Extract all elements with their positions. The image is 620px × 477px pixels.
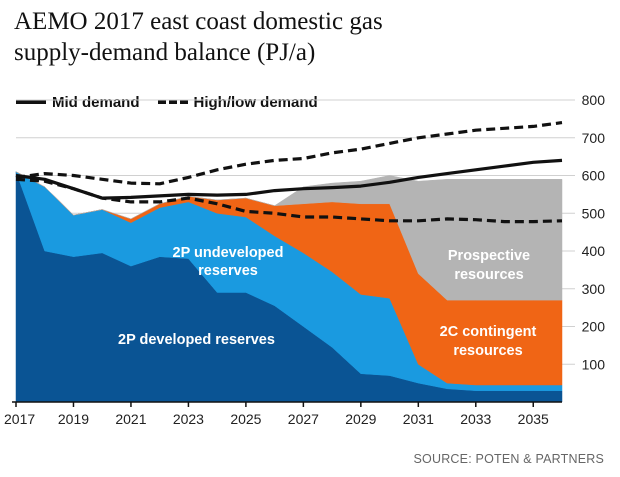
- chart-title-line-1: AEMO 2017 east coast domestic gas: [14, 8, 383, 35]
- label-2c-contingent-2: resources: [453, 343, 522, 359]
- demand-lines: [15, 121, 563, 224]
- legend-item-mid-demand: Mid demand: [16, 94, 140, 111]
- y-tick-label-500: 500: [582, 205, 606, 221]
- line-mid-demand: [15, 158, 563, 200]
- x-tick-label-2019: 2019: [58, 411, 89, 427]
- legend-label-high-low-demand: High/low demand: [193, 93, 318, 111]
- x-tick-label-2031: 2031: [403, 411, 434, 427]
- label-2p-undeveloped-1: 2P undeveloped: [173, 245, 284, 261]
- y-tick-label-600: 600: [582, 168, 606, 184]
- y-tick-label-100: 100: [582, 356, 606, 372]
- legend: Mid demand High/low demand: [16, 92, 336, 112]
- label-2p-undeveloped-2: reserves: [198, 263, 258, 279]
- y-tick-label-300: 300: [582, 281, 606, 297]
- source-note: SOURCE: POTEN & PARTNERS: [413, 452, 604, 466]
- legend-item-high-low-demand: High/low demand: [157, 93, 318, 111]
- solid-line-swatch: [16, 100, 46, 104]
- x-tick-label-2017: 2017: [4, 411, 35, 427]
- x-tick-label-2035: 2035: [518, 411, 549, 427]
- area-labels: 2P developed reserves 2P undeveloped res…: [118, 245, 536, 359]
- y-tick-label-200: 200: [582, 319, 606, 335]
- axes: 2017 2019 2021 2023 2025 2027 2029 2031 2033 2035…: [4, 92, 605, 427]
- label-prospective-2: resources: [454, 267, 523, 283]
- x-tick-label-2027: 2027: [288, 411, 319, 427]
- x-tick-label-2025: 2025: [230, 411, 261, 427]
- legend-label-mid-demand: Mid demand: [52, 93, 140, 111]
- dashed-line-swatch: [157, 100, 188, 104]
- line-high-demand: [15, 121, 563, 186]
- x-tick-label-2021: 2021: [115, 411, 146, 427]
- x-tick-label-2033: 2033: [460, 411, 491, 427]
- label-prospective-1: Prospective: [448, 248, 530, 264]
- chart-title: AEMO 2017 east coast domestic gas supply…: [14, 6, 574, 68]
- chart-title-line-2: supply-demand balance (PJ/a): [14, 39, 316, 66]
- stacked-areas: [15, 171, 563, 403]
- y-tick-label-700: 700: [582, 130, 606, 146]
- x-tick-label-2023: 2023: [173, 411, 204, 427]
- area-prospective-resources: [15, 171, 563, 301]
- y-tick-label-800: 800: [582, 92, 606, 108]
- label-2c-contingent-1: 2C contingent: [440, 324, 537, 340]
- x-tick-label-2029: 2029: [345, 411, 376, 427]
- label-2p-developed: 2P developed reserves: [118, 332, 275, 348]
- y-tick-label-400: 400: [582, 243, 606, 259]
